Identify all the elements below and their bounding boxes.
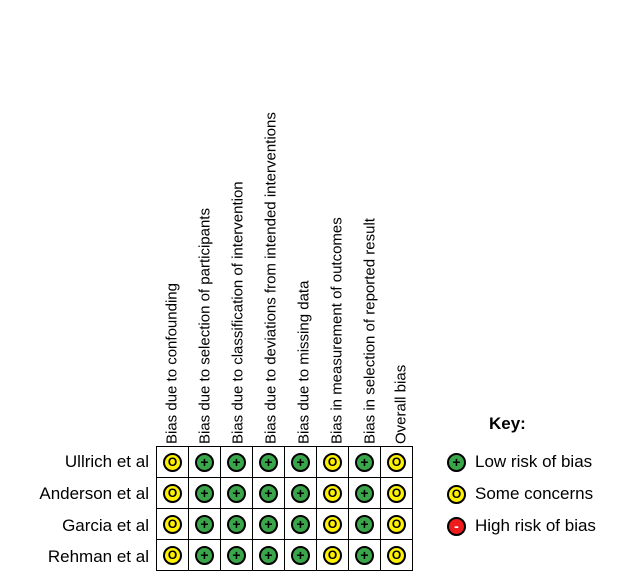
- low-risk-icon: [291, 545, 310, 565]
- low-risk-icon: [227, 452, 246, 472]
- grid-cell: [188, 446, 221, 478]
- some-concerns-icon: [323, 483, 342, 503]
- some-concerns-icon: [323, 514, 342, 534]
- grid-cell: [252, 508, 285, 540]
- some-concerns-icon: [163, 514, 182, 534]
- low-risk-icon: [355, 545, 374, 565]
- grid-cell: [188, 539, 221, 571]
- some-concerns-icon: [387, 452, 406, 472]
- grid-row: [156, 508, 413, 540]
- grid-cell: [220, 539, 253, 571]
- grid-cell: [316, 508, 349, 540]
- low-risk-icon: [195, 514, 214, 534]
- low-risk-icon: [355, 452, 374, 472]
- grid-cell: [156, 539, 189, 571]
- grid-row: [156, 477, 413, 509]
- grid-cell: [188, 508, 221, 540]
- grid-cell: [284, 508, 317, 540]
- some-concerns-icon: [323, 545, 342, 565]
- low-risk-icon: [259, 452, 278, 472]
- study-label-anderson: Anderson et al: [39, 484, 149, 503]
- grid-row: [156, 446, 413, 478]
- grid-cell: [380, 477, 413, 509]
- grid-cell: [284, 446, 317, 478]
- some-concerns-icon: [163, 545, 182, 565]
- low-risk-icon: [291, 483, 310, 503]
- low-risk-icon: [227, 514, 246, 534]
- some-concerns-icon: [387, 545, 406, 565]
- some-concerns-icon: [387, 483, 406, 503]
- grid-cell: [348, 539, 381, 571]
- low-risk-icon: [259, 514, 278, 534]
- some-concerns-icon: [323, 452, 342, 472]
- grid-cell: [252, 477, 285, 509]
- grid-cell: [252, 539, 285, 571]
- grid-cell: [220, 477, 253, 509]
- grid-cell: [348, 446, 381, 478]
- high-risk-icon: [447, 516, 466, 536]
- study-label-ullrich: Ullrich et al: [64, 452, 149, 471]
- grid-cell: [316, 446, 349, 478]
- grid-cell: [284, 539, 317, 571]
- low-risk-icon: [227, 545, 246, 565]
- low-risk-icon: [447, 452, 466, 472]
- study-label-garcia: Garcia et al: [62, 516, 149, 535]
- grid-cell: [348, 477, 381, 509]
- some-concerns-icon: [387, 514, 406, 534]
- low-risk-icon: [195, 545, 214, 565]
- grid-cell: [220, 508, 253, 540]
- low-risk-icon: [259, 483, 278, 503]
- some-concerns-icon: [163, 452, 182, 472]
- low-risk-icon: [195, 483, 214, 503]
- key-item-high: High risk of bias: [447, 516, 596, 536]
- grid-cell: [316, 539, 349, 571]
- low-risk-icon: [227, 483, 246, 503]
- grid-cell: [156, 477, 189, 509]
- grid-cell: [380, 539, 413, 571]
- grid-cell: [220, 446, 253, 478]
- key-item-some: Some concerns: [447, 484, 593, 504]
- grid-cell: [156, 508, 189, 540]
- low-risk-icon: [355, 483, 374, 503]
- low-risk-icon: [355, 514, 374, 534]
- some-concerns-icon: [447, 484, 466, 504]
- low-risk-icon: [291, 452, 310, 472]
- grid-cell: [380, 446, 413, 478]
- key-title: Key:: [489, 414, 526, 433]
- grid-cell: [380, 508, 413, 540]
- grid-cell: [284, 477, 317, 509]
- grid-row: [156, 539, 413, 571]
- grid-cell: [348, 508, 381, 540]
- low-risk-icon: [291, 514, 310, 534]
- low-risk-icon: [195, 452, 214, 472]
- some-concerns-icon: [163, 483, 182, 503]
- study-label-rehman: Rehman et al: [47, 547, 149, 566]
- grid-cell: [188, 477, 221, 509]
- risk-of-bias-grid: [156, 446, 413, 571]
- grid-cell: [156, 446, 189, 478]
- grid-cell: [316, 477, 349, 509]
- low-risk-icon: [259, 545, 278, 565]
- grid-cell: [252, 446, 285, 478]
- key-item-low: Low risk of bias: [447, 452, 592, 472]
